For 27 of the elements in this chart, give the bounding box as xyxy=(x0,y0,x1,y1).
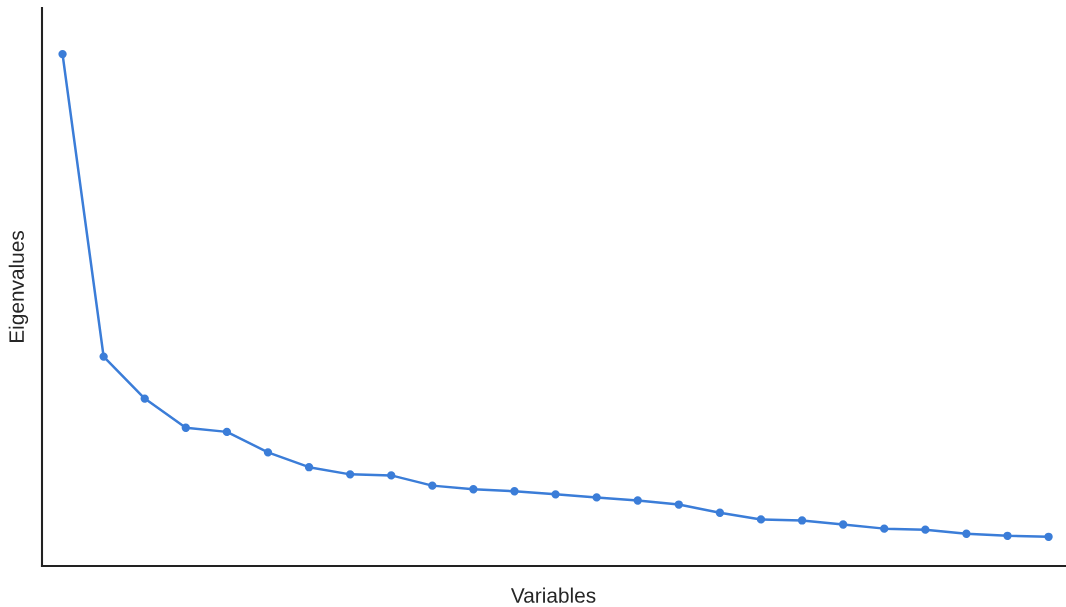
point xyxy=(510,487,519,496)
point xyxy=(1003,531,1012,540)
point xyxy=(387,471,396,480)
point xyxy=(674,500,683,509)
point xyxy=(428,481,437,490)
point xyxy=(962,529,971,538)
point xyxy=(222,427,232,437)
point xyxy=(551,490,560,499)
point xyxy=(715,508,725,517)
point xyxy=(58,49,67,59)
point xyxy=(756,515,766,524)
point xyxy=(469,485,478,494)
point xyxy=(880,524,889,533)
point xyxy=(797,516,807,525)
point xyxy=(345,470,355,479)
point xyxy=(1044,532,1053,541)
point xyxy=(304,463,314,472)
point xyxy=(921,525,930,534)
point xyxy=(633,496,642,505)
point xyxy=(838,520,848,529)
point xyxy=(181,423,190,432)
point xyxy=(99,352,108,361)
point xyxy=(263,448,273,457)
y-axis-title: Eigenvalues xyxy=(8,231,29,343)
x-axis-title: Variables xyxy=(510,587,596,603)
point xyxy=(140,394,149,403)
point xyxy=(592,493,601,502)
